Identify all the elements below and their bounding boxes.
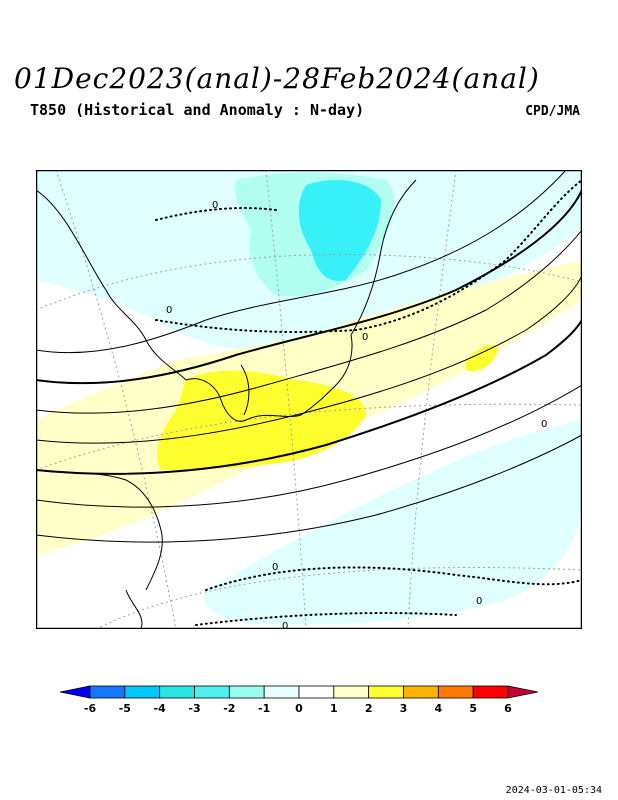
- colorbar-tick-label: -6: [84, 702, 97, 715]
- anomaly-pos2-japan: [156, 370, 366, 470]
- zero-label-midwest: 0: [166, 305, 172, 316]
- isotherms: [36, 170, 582, 543]
- colorbar-bin: [60, 685, 91, 699]
- colorbar-tick-label: -5: [119, 702, 131, 715]
- colorbar-bin: [263, 685, 300, 699]
- anomaly-shading: [36, 170, 582, 625]
- colorbar-bin: [298, 685, 335, 699]
- zero-label-center: 0: [362, 332, 368, 343]
- colorbar-bin: [228, 685, 265, 699]
- colorbar-bin: [159, 685, 195, 699]
- zero-label-south: 0: [272, 562, 278, 573]
- anomaly-neg3-north: [298, 180, 381, 281]
- colorbar-bin: [403, 685, 439, 699]
- colorbar-bin: [124, 685, 161, 699]
- anomaly-colorbar: -6 -5 -4 -3 -2 -1 0 1 2 3 4 5 6: [60, 685, 538, 715]
- colorbar-bin: [89, 685, 126, 699]
- map-title: 01Dec2023(anal)-28Feb2024(anal): [14, 62, 540, 95]
- colorbar-bin: [507, 685, 538, 699]
- zero-label-north: 0: [212, 200, 218, 211]
- zero-label-bottom: 0: [282, 621, 288, 629]
- colorbar-tick-label: -2: [223, 702, 235, 715]
- colorbar-segments: [60, 685, 538, 699]
- agency-credit: CPD/JMA: [525, 104, 580, 119]
- temperature-anomaly-map: 0 0 0 0 0 0 0: [36, 170, 582, 629]
- colorbar-bin: [194, 685, 230, 699]
- contour-labels: 0 0 0 0 0 0 0: [166, 200, 547, 629]
- zero-label-southeast: 0: [476, 596, 482, 607]
- colorbar-ticks: -6 -5 -4 -3 -2 -1 0 1 2 3 4 5 6: [84, 702, 512, 715]
- colorbar-tick-label: -3: [188, 702, 200, 715]
- timestamp: 2024-03-01-05:34: [505, 785, 602, 796]
- anomaly-neg1-southeast: [204, 420, 582, 625]
- map-subtitle: T850 (Historical and Anomaly : N-day): [30, 101, 365, 119]
- anomaly-pos2-east: [466, 344, 498, 372]
- map-frame: [36, 170, 582, 629]
- colorbar-bin: [333, 685, 370, 699]
- colorbar-tick-label: 2: [365, 702, 373, 715]
- colorbar-tick-label: 3: [400, 702, 408, 715]
- colorbar-tick-label: 5: [469, 702, 477, 715]
- zero-label-east: 0: [541, 419, 547, 430]
- colorbar-tick-label: -1: [258, 702, 270, 715]
- colorbar-bin: [437, 685, 474, 699]
- colorbar-tick-label: 0: [295, 702, 303, 715]
- colorbar-tick-label: 4: [435, 702, 443, 715]
- zero-contours: [155, 179, 582, 626]
- colorbar-bin: [472, 685, 509, 699]
- colorbar-bin: [368, 685, 404, 699]
- colorbar-tick-label: -4: [154, 702, 167, 715]
- graticule: [36, 170, 582, 629]
- colorbar-tick-label: 1: [330, 702, 338, 715]
- colorbar-tick-label: 6: [504, 702, 512, 715]
